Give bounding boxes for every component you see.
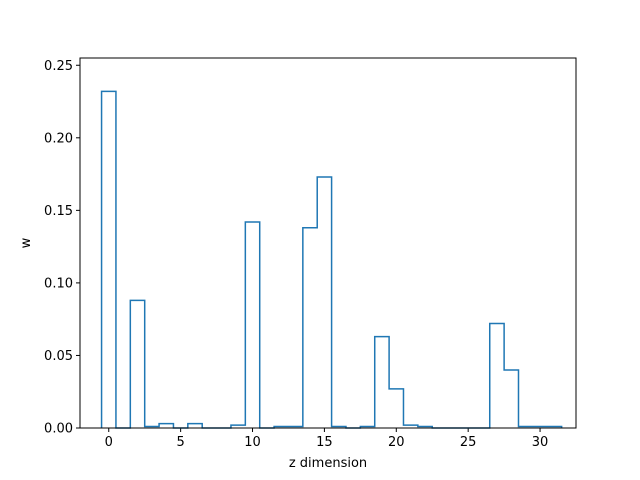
x-tick-label: 0: [105, 435, 113, 450]
y-axis-ticks: 0.00 0.05 0.10 0.15 0.20 0.25: [44, 59, 80, 437]
bar: [375, 337, 389, 428]
bar: [389, 389, 403, 428]
bar: [490, 324, 504, 428]
y-tick-label: 0.15: [44, 204, 73, 219]
x-tick-label: 25: [460, 435, 477, 450]
bar: [303, 228, 317, 428]
plot-frame: [79, 57, 577, 429]
x-tick-label: 5: [176, 435, 184, 450]
bar: [504, 370, 518, 428]
y-tick-label: 0.25: [44, 59, 73, 74]
bar: [102, 91, 116, 428]
y-axis-label: w: [19, 237, 34, 248]
y-tick-label: 0.00: [44, 422, 73, 437]
bar: [245, 222, 259, 428]
y-tick-label: 0.20: [44, 131, 73, 146]
y-tick-label: 0.05: [44, 349, 73, 364]
bar: [317, 177, 331, 428]
x-tick-label: 20: [388, 435, 405, 450]
x-axis-ticks: 0 5 10 15 20 25 30: [105, 428, 549, 450]
bar: [130, 300, 144, 428]
x-tick-label: 15: [316, 435, 333, 450]
x-tick-label: 30: [532, 435, 549, 450]
x-tick-label: 10: [244, 435, 261, 450]
x-axis-label: z dimension: [289, 456, 367, 471]
y-tick-label: 0.10: [44, 276, 73, 291]
